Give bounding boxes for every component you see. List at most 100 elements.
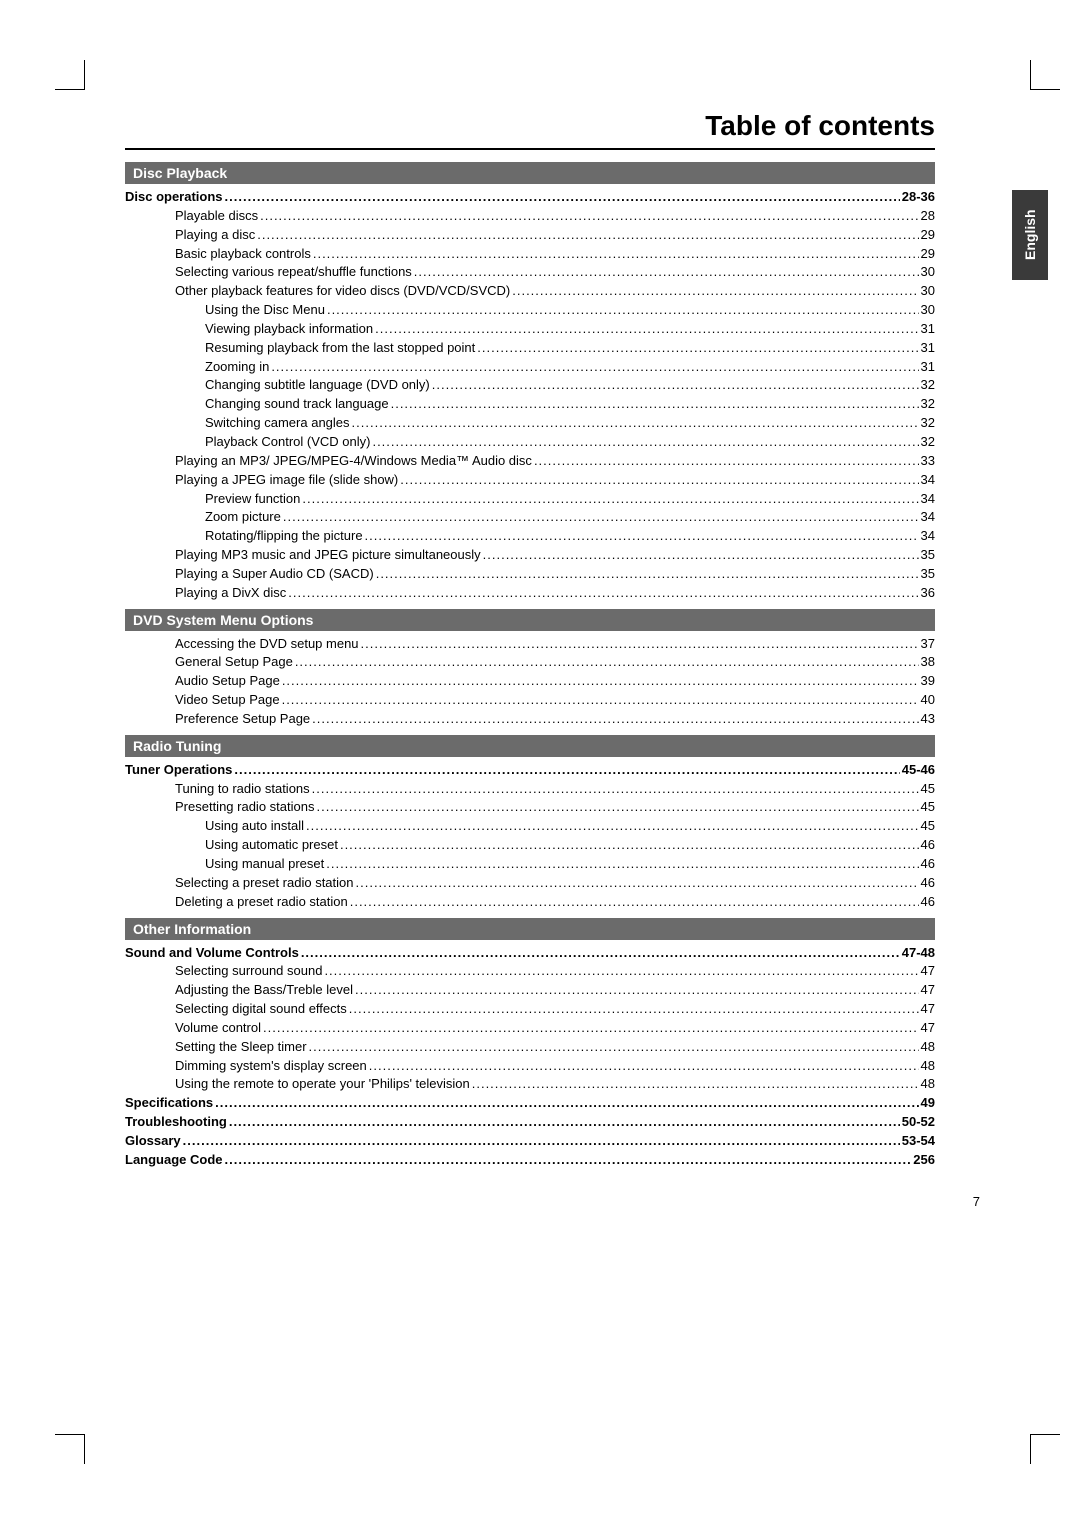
toc-entry: Dimming system's display screen 48	[125, 1057, 935, 1076]
toc-page: 47	[921, 1019, 935, 1038]
toc-dots	[352, 414, 919, 433]
toc-dots	[400, 471, 918, 490]
toc-label: Glossary	[125, 1132, 181, 1151]
toc-dots	[376, 565, 919, 584]
toc-page: 45	[921, 798, 935, 817]
toc-entry: Accessing the DVD setup menu 37	[125, 635, 935, 654]
toc-dots	[225, 1151, 912, 1170]
toc-label: Tuner Operations	[125, 761, 232, 780]
toc-label: Presetting radio stations	[175, 798, 314, 817]
toc-entry: Playback Control (VCD only) 32	[125, 433, 935, 452]
toc-entry: Zooming in 31	[125, 358, 935, 377]
crop-mark	[55, 1434, 85, 1464]
toc-label: Playable discs	[175, 207, 258, 226]
page-content: Table of contents Disc PlaybackDisc oper…	[125, 110, 935, 1170]
toc-dots	[340, 836, 919, 855]
toc-label: Using the Disc Menu	[205, 301, 325, 320]
toc-label: Using the remote to operate your 'Philip…	[175, 1075, 470, 1094]
toc-label: Specifications	[125, 1094, 213, 1113]
toc-dots	[302, 490, 918, 509]
toc-dots	[313, 245, 919, 264]
toc-dots	[263, 1019, 919, 1038]
toc-page: 47-48	[902, 944, 935, 963]
toc-page: 33	[921, 452, 935, 471]
toc-page: 48	[921, 1075, 935, 1094]
toc-page: 45	[921, 780, 935, 799]
toc-entry: Setting the Sleep timer 48	[125, 1038, 935, 1057]
toc-entry: Using the Disc Menu 30	[125, 301, 935, 320]
toc-dots	[288, 584, 918, 603]
toc-dots	[215, 1094, 918, 1113]
toc-dots	[432, 376, 919, 395]
toc-entry: Playing a disc 29	[125, 226, 935, 245]
toc-page: 46	[921, 855, 935, 874]
toc-label: Zooming in	[205, 358, 269, 377]
toc-page: 35	[921, 565, 935, 584]
toc-entry: Playing an MP3/ JPEG/MPEG-4/Windows Medi…	[125, 452, 935, 471]
toc-entry: Changing sound track language 32	[125, 395, 935, 414]
toc-label: Dimming system's display screen	[175, 1057, 367, 1076]
toc-page: 47	[921, 981, 935, 1000]
toc-page: 43	[921, 710, 935, 729]
toc-label: Switching camera angles	[205, 414, 350, 433]
toc-label: Selecting surround sound	[175, 962, 322, 981]
toc-page: 48	[921, 1057, 935, 1076]
toc-page: 40	[921, 691, 935, 710]
toc-label: Preview function	[205, 490, 300, 509]
toc-dots	[282, 691, 919, 710]
section-header: DVD System Menu Options	[125, 609, 935, 631]
toc-page: 45-46	[902, 761, 935, 780]
toc-dots	[369, 1057, 919, 1076]
toc-entry: Viewing playback information 31	[125, 320, 935, 339]
toc-page: 34	[921, 490, 935, 509]
page-title: Table of contents	[125, 110, 935, 142]
crop-mark	[1030, 60, 1060, 90]
toc-dots	[312, 710, 918, 729]
toc-page: 32	[921, 414, 935, 433]
toc-label: General Setup Page	[175, 653, 293, 672]
toc-label: Troubleshooting	[125, 1113, 227, 1132]
toc-dots	[283, 508, 919, 527]
toc-page: 28-36	[902, 188, 935, 207]
toc-dots	[295, 653, 919, 672]
toc-label: Basic playback controls	[175, 245, 311, 264]
toc-page: 34	[921, 471, 935, 490]
toc-page: 32	[921, 376, 935, 395]
toc-entry: Playing MP3 music and JPEG picture simul…	[125, 546, 935, 565]
toc-entry: Video Setup Page 40	[125, 691, 935, 710]
toc-page: 48	[921, 1038, 935, 1057]
toc-label: Playing a DivX disc	[175, 584, 286, 603]
toc-dots	[349, 1000, 919, 1019]
toc-dots	[257, 226, 918, 245]
toc-page: 49	[921, 1094, 935, 1113]
toc-label: Using auto install	[205, 817, 304, 836]
toc-label: Adjusting the Bass/Treble level	[175, 981, 353, 1000]
crop-mark	[55, 60, 85, 90]
toc-label: Deleting a preset radio station	[175, 893, 348, 912]
toc-entry: Glossary 53-54	[125, 1132, 935, 1151]
toc-label: Resuming playback from the last stopped …	[205, 339, 475, 358]
toc-page: 32	[921, 395, 935, 414]
toc-dots	[472, 1075, 919, 1094]
toc-entry: Using auto install 45	[125, 817, 935, 836]
toc-entry: Disc operations 28-36	[125, 188, 935, 207]
toc-page: 30	[921, 301, 935, 320]
toc-dots	[350, 893, 919, 912]
toc-page: 36	[921, 584, 935, 603]
toc-entry: Tuning to radio stations 45	[125, 780, 935, 799]
toc-page: 35	[921, 546, 935, 565]
toc-page: 39	[921, 672, 935, 691]
toc-entry: Rotating/flipping the picture 34	[125, 527, 935, 546]
toc-entry: Using manual preset 46	[125, 855, 935, 874]
toc-dots	[282, 672, 919, 691]
toc-entry: Language Code 256	[125, 1151, 935, 1170]
toc-page: 46	[921, 836, 935, 855]
toc-label: Audio Setup Page	[175, 672, 280, 691]
toc-label: Playing an MP3/ JPEG/MPEG-4/Windows Medi…	[175, 452, 532, 471]
toc-page: 30	[921, 282, 935, 301]
toc-label: Changing sound track language	[205, 395, 389, 414]
toc-dots	[356, 874, 919, 893]
toc-label: Volume control	[175, 1019, 261, 1038]
page-number: 7	[973, 1194, 980, 1209]
toc-label: Video Setup Page	[175, 691, 280, 710]
